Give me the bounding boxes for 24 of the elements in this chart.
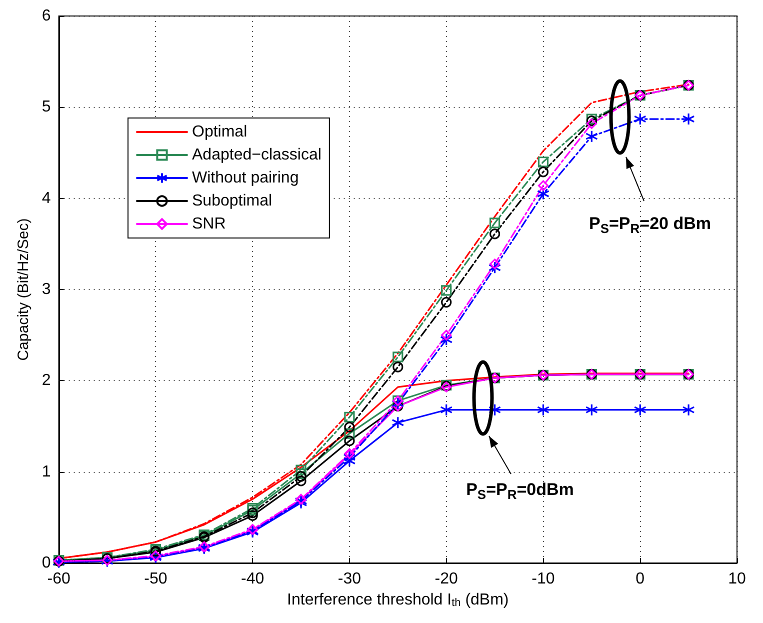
x-axis-title: Interference threshold Ith (dBm) (287, 591, 509, 609)
x-tick-label: 0 (636, 570, 645, 588)
x-tick-label: -60 (47, 570, 70, 588)
legend-label: Adapted−classical (192, 146, 322, 164)
x-tick-label: 10 (728, 570, 746, 588)
y-tick-label: 4 (42, 190, 51, 207)
legend-label: Without pairing (192, 170, 299, 186)
legend-label: SNR (192, 216, 226, 232)
annotation: P$_{S}$=P$_{R}$=0dBm (466, 480, 574, 502)
x-tick-label: -20 (434, 570, 458, 588)
y-tick-label: 5 (42, 98, 51, 116)
y-tick-label: 6 (42, 8, 51, 24)
y-tick-label: 2 (42, 372, 51, 390)
legend-label: Optimal (192, 124, 248, 140)
x-tick-label: -50 (144, 570, 168, 588)
y-tick-label: 1 (42, 463, 51, 480)
legend-label: Suboptimal (192, 192, 272, 210)
x-tick-label: -10 (532, 570, 555, 588)
y-tick-label: 0 (42, 554, 51, 572)
x-tick-label: -40 (241, 570, 264, 588)
x-tick-label: -30 (338, 570, 362, 588)
annotation: P$_{S}$=P$_{R}$=20 dBm (588, 214, 712, 236)
y-tick-label: 3 (42, 281, 51, 298)
y-axis-title: Capacity (Bit/Hz/Sec) (15, 218, 32, 361)
